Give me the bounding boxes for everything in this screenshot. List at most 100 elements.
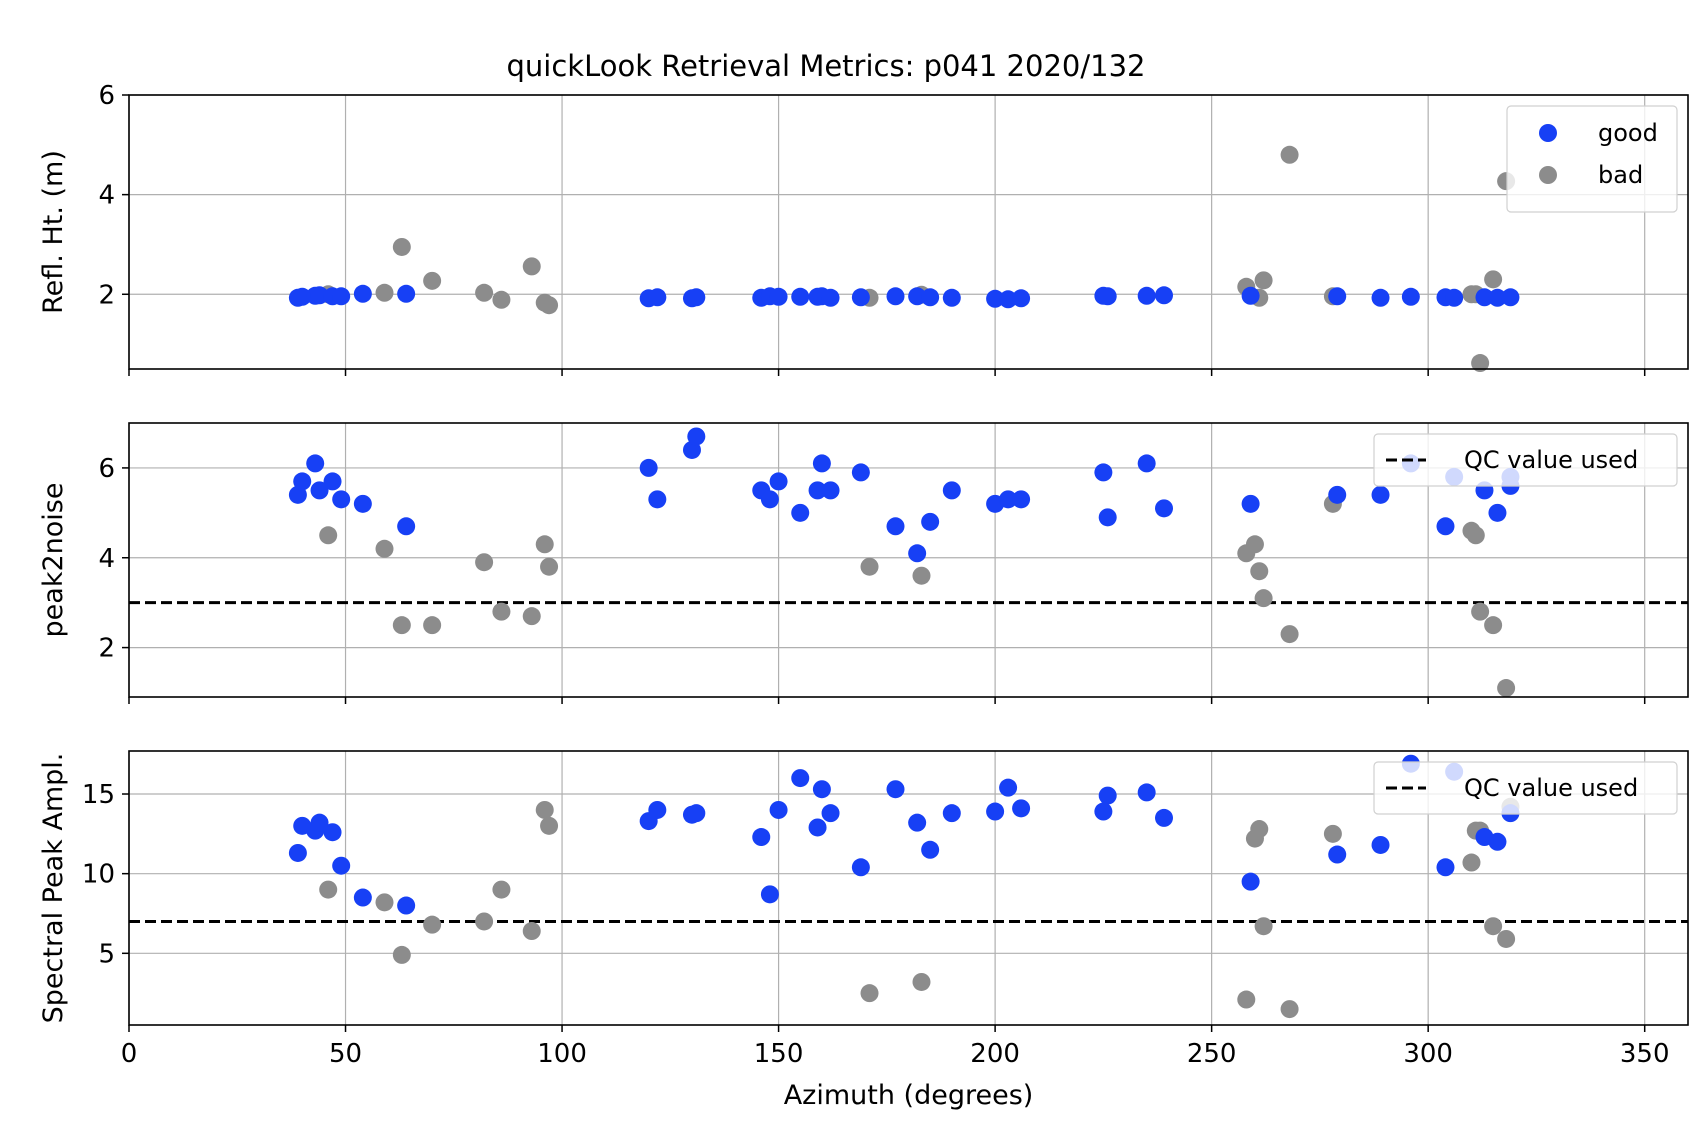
good-point <box>1012 799 1031 818</box>
bad-point <box>540 557 559 576</box>
bad-point <box>375 539 394 558</box>
good-point <box>397 284 416 303</box>
good-point <box>1475 288 1494 307</box>
good-point <box>1155 808 1174 827</box>
bad-point <box>535 535 554 554</box>
good-point <box>791 503 810 522</box>
y-axis-label: peak2noise <box>38 483 69 638</box>
bad-point <box>860 984 879 1003</box>
bad-point <box>492 880 511 899</box>
good-point <box>1488 503 1507 522</box>
legend: good bad <box>1506 105 1678 213</box>
good-point <box>808 818 827 837</box>
good-point <box>886 780 905 799</box>
good-point <box>1241 494 1260 513</box>
good-point <box>332 490 351 509</box>
good-point <box>687 288 706 307</box>
good-point <box>639 458 658 477</box>
bad-point <box>1237 990 1256 1009</box>
good-point <box>769 800 788 819</box>
good-point <box>921 840 940 859</box>
bad-point <box>1254 589 1273 608</box>
bad-point <box>1280 1000 1299 1019</box>
good-point <box>908 544 927 563</box>
plot-frame <box>128 422 1689 698</box>
y-axis-label: Refl. Ht. (m) <box>38 150 69 314</box>
good-point <box>908 287 927 306</box>
good-point <box>812 454 831 473</box>
good-point <box>999 490 1018 509</box>
good-point <box>687 427 706 446</box>
y-tick-label: 6 <box>98 454 115 484</box>
x-tick-label: 250 <box>1187 1039 1237 1069</box>
bad-point <box>423 915 442 934</box>
good-point <box>293 287 312 306</box>
bad-point <box>392 237 411 256</box>
legend: QC value used <box>1373 761 1678 815</box>
good-point <box>908 813 927 832</box>
bad-point <box>492 602 511 621</box>
good-point <box>1371 835 1390 854</box>
good-point <box>760 490 779 509</box>
good-point <box>353 888 372 907</box>
bad-point <box>1250 562 1269 581</box>
bad-point <box>1484 616 1503 635</box>
bad-point <box>1466 526 1485 545</box>
bad-point <box>475 553 494 572</box>
good-point <box>1094 802 1113 821</box>
panel-reflector-height: 2 4 6 Refl. Ht. (m) good bad <box>38 81 1689 376</box>
good-point <box>310 813 329 832</box>
good-point <box>1098 287 1117 306</box>
bad-point <box>423 616 442 635</box>
good-point <box>1094 463 1113 482</box>
good-point <box>1098 508 1117 527</box>
good-point <box>353 284 372 303</box>
good-point <box>808 481 827 500</box>
bad-point <box>522 257 541 276</box>
good-point <box>310 481 329 500</box>
bad-point <box>1497 679 1516 698</box>
good-point <box>1401 287 1420 306</box>
good-point <box>769 472 788 491</box>
good-point <box>1445 288 1464 307</box>
good-point <box>1501 288 1520 307</box>
bad-point <box>540 816 559 835</box>
x-tick-label: 150 <box>754 1039 804 1069</box>
y-tick-label: 4 <box>98 544 115 574</box>
good-point <box>942 481 961 500</box>
x-tick-label: 100 <box>537 1039 587 1069</box>
bad-point <box>912 972 931 991</box>
bad-legend-label: bad <box>1598 161 1643 189</box>
good-point <box>648 288 667 307</box>
bad-point <box>475 283 494 302</box>
good-point <box>1241 286 1260 305</box>
bad-point <box>392 945 411 964</box>
good-point <box>648 490 667 509</box>
plot-frame <box>128 94 1689 370</box>
qc-legend-label: QC value used <box>1464 446 1638 474</box>
good-point <box>323 472 342 491</box>
bad-point <box>1250 820 1269 839</box>
good-point <box>821 481 840 500</box>
bad-point <box>912 566 931 585</box>
x-tick-label: 200 <box>970 1039 1020 1069</box>
good-point <box>353 494 372 513</box>
good-point <box>1012 289 1031 308</box>
good-point <box>1098 786 1117 805</box>
good-point <box>1328 287 1347 306</box>
bad-point <box>1254 917 1273 936</box>
good-point <box>648 800 667 819</box>
good-point <box>999 290 1018 309</box>
good-point <box>293 472 312 491</box>
bad-point <box>392 616 411 635</box>
legend-box <box>1373 761 1678 815</box>
good-legend-label: good <box>1598 119 1658 147</box>
x-axis-label: Azimuth (degrees) <box>784 1080 1034 1111</box>
good-point <box>687 804 706 823</box>
good-point <box>760 885 779 904</box>
y-tick-label: 2 <box>98 634 115 664</box>
good-point <box>986 802 1005 821</box>
good-point <box>310 286 329 305</box>
